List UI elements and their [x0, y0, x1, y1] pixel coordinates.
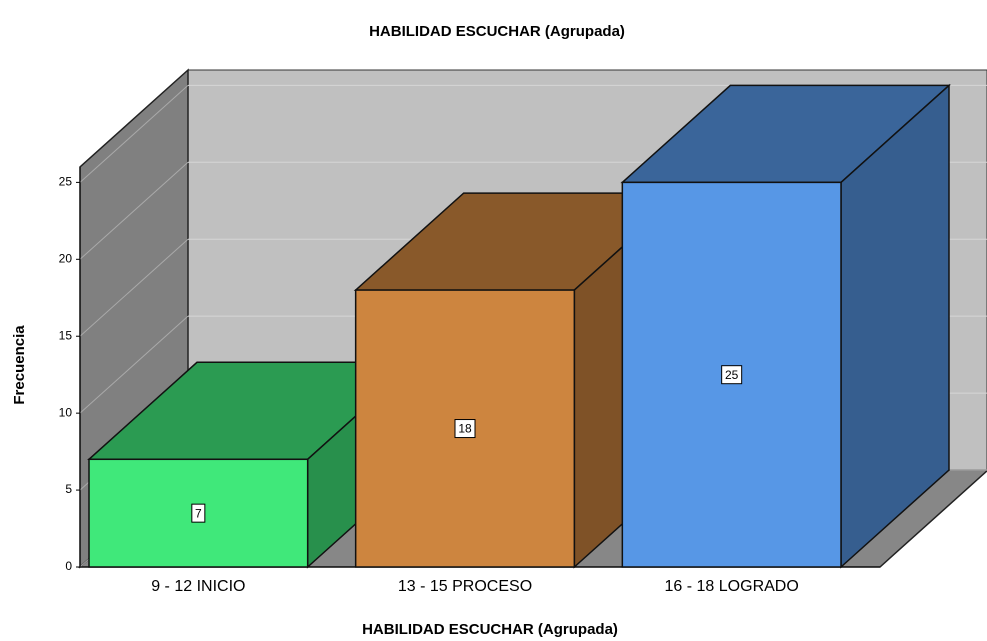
grid-line	[79, 85, 189, 183]
y-tick-label: 15	[59, 328, 73, 342]
y-tick-label: 20	[59, 251, 73, 265]
grid-line	[79, 161, 189, 260]
data-label-box	[191, 503, 206, 523]
data-label: 18	[458, 422, 472, 436]
y-axis-label: Frecuencia	[11, 325, 28, 405]
data-label: 7	[195, 506, 202, 520]
x-axis-label: HABILIDAD ESCUCHAR (Agrupada)	[362, 621, 618, 638]
x-tick-label: 16 - 18 LOGRADO	[665, 578, 799, 595]
grid-line	[79, 238, 189, 337]
data-label-box	[721, 365, 743, 385]
chart-title: HABILIDAD ESCUCHAR (Agrupada)	[369, 23, 625, 40]
y-tick-label: 10	[59, 405, 73, 419]
data-label: 25	[725, 368, 739, 382]
y-tick-label: 5	[65, 482, 72, 496]
data-label-box	[454, 419, 476, 439]
grid-line	[79, 315, 189, 414]
x-tick-label: 9 - 12 INICIO	[151, 578, 245, 595]
x-tick-label: 13 - 15 PROCESO	[398, 578, 532, 595]
y-tick-label: 0	[65, 559, 72, 573]
y-tick-label: 25	[59, 175, 73, 189]
